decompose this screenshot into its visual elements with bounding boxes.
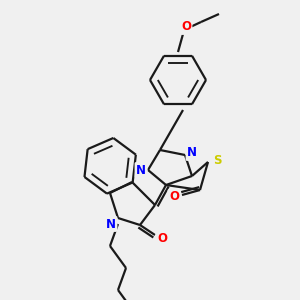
Text: N: N <box>106 218 116 230</box>
Text: N: N <box>136 164 146 176</box>
Text: O: O <box>181 20 191 34</box>
Text: O: O <box>157 232 167 244</box>
Text: S: S <box>213 154 221 166</box>
Text: N: N <box>187 146 197 160</box>
Text: O: O <box>169 190 179 203</box>
